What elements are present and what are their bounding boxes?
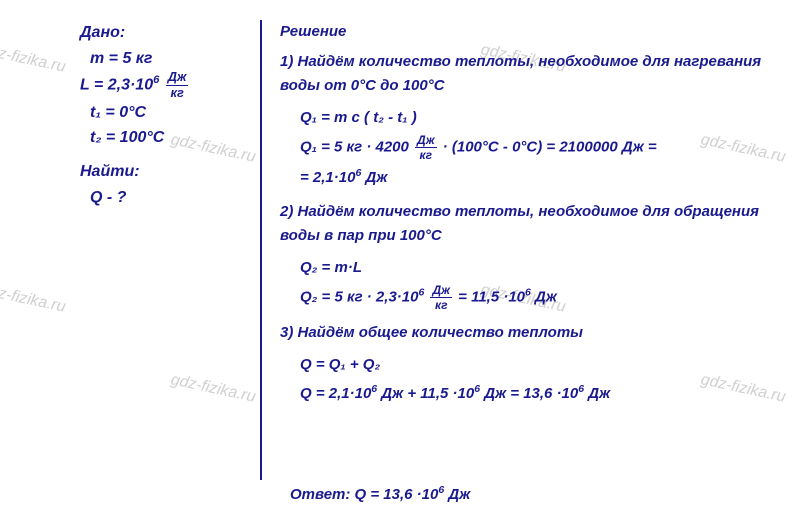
given-mass: m = 5 кг xyxy=(80,46,260,72)
given-title: Дано: xyxy=(80,20,260,46)
unit-num: Дж xyxy=(415,134,437,148)
step-2-formula-2: Q₂ = 5 кг · 2,3·106 Джкг = 11,5 ·106 Дж xyxy=(280,284,770,311)
given-t1: t₁ = 0°C xyxy=(80,100,260,126)
given-block: Дано: m = 5 кг L = 2,3·106 Джкг t₁ = 0°C… xyxy=(30,20,260,480)
step-1-formula-3: = 2,1·106 Дж xyxy=(280,165,770,190)
step-1-text: 1) Найдём количество теплоты, необходимо… xyxy=(280,50,770,98)
solution-block: Решение 1) Найдём количество теплоты, не… xyxy=(272,20,770,480)
unit-fraction: Джкг xyxy=(430,284,452,311)
unit-num: Дж xyxy=(430,284,452,298)
s1f3a: = 2,1·10 xyxy=(300,169,355,186)
find-title: Найти: xyxy=(80,159,260,185)
unit-den: кг xyxy=(166,86,189,100)
step-2-formula-1: Q₂ = m·L xyxy=(280,256,770,280)
unit-fraction: Джкг xyxy=(415,134,437,161)
find-value: Q - ? xyxy=(80,185,260,211)
s1f3b: Дж xyxy=(361,169,387,186)
unit-den: кг xyxy=(415,148,437,161)
unit-fraction: Джкг xyxy=(166,71,189,100)
given-t2: t₂ = 100°C xyxy=(80,125,260,151)
given-L: L = 2,3·106 Джкг xyxy=(80,71,260,100)
s3f2c: Дж = 13,6 ·10 xyxy=(480,385,578,402)
problem-content: Дано: m = 5 кг L = 2,3·106 Джкг t₁ = 0°C… xyxy=(0,0,800,513)
answer-prefix: Ответ: Q = 13,6 ·10 xyxy=(290,486,438,503)
unit-den: кг xyxy=(430,298,452,311)
s1f2a: Q₁ = 5 кг · 4200 xyxy=(300,138,413,155)
s2f2a: Q₂ = 5 кг · 2,3·10 xyxy=(300,288,418,305)
s3f2a: Q = 2,1·10 xyxy=(300,385,371,402)
exp: 6 xyxy=(418,286,424,298)
step-3-formula-2: Q = 2,1·106 Дж + 11,5 ·106 Дж = 13,6 ·10… xyxy=(280,381,770,406)
vertical-divider xyxy=(260,20,262,480)
step-3-text: 3) Найдём общее количество теплоты xyxy=(280,321,770,345)
answer-line: Ответ: Q = 13,6 ·106 Дж xyxy=(30,484,770,503)
L-prefix: L = 2,3·10 xyxy=(80,77,153,94)
unit-num: Дж xyxy=(166,71,189,86)
s2f2c: Дж xyxy=(531,288,557,305)
step-3-formula-1: Q = Q₁ + Q₂ xyxy=(280,353,770,377)
step-1-formula-1: Q₁ = m c ( t₂ - t₁ ) xyxy=(280,106,770,130)
s1f2b: · (100°C - 0°C) = 2100000 Дж = xyxy=(443,138,657,155)
s2f2b: = 11,5 ·10 xyxy=(458,288,525,305)
solution-title: Решение xyxy=(280,20,770,44)
step-1-formula-2: Q₁ = 5 кг · 4200 Джкг · (100°C - 0°C) = … xyxy=(280,134,770,161)
s3f2d: Дж xyxy=(584,385,610,402)
s3f2b: Дж + 11,5 ·10 xyxy=(377,385,474,402)
answer-suffix: Дж xyxy=(444,486,470,503)
L-exp: 6 xyxy=(153,74,159,86)
step-2-text: 2) Найдём количество теплоты, необходимо… xyxy=(280,200,770,248)
